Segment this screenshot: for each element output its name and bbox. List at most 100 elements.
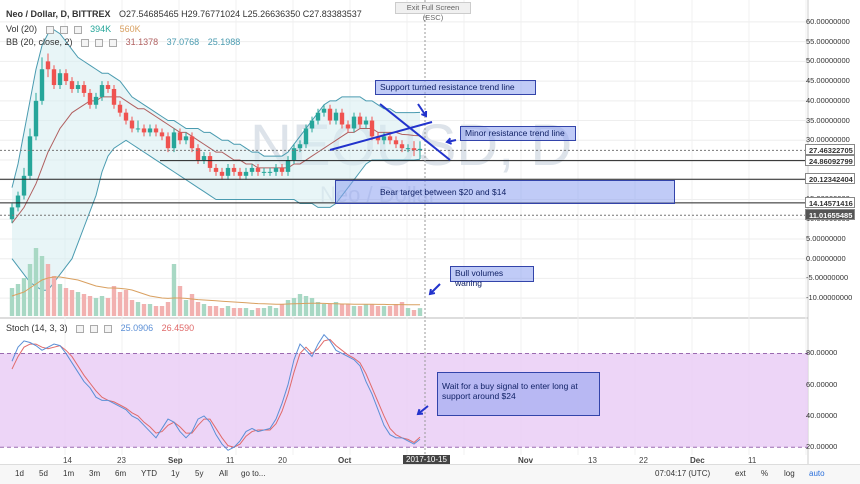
settings-icon[interactable]	[95, 38, 104, 47]
volume-ma-line	[11, 276, 420, 306]
ext-toggle[interactable]: ext	[735, 469, 746, 478]
candle	[183, 132, 189, 145]
volume-bar	[15, 284, 21, 316]
eye-icon[interactable]	[45, 25, 54, 34]
price-tick-label: 55.00000000	[806, 36, 850, 46]
volume-bar	[405, 308, 411, 316]
volume-bar	[21, 278, 27, 316]
close-icon[interactable]	[109, 38, 118, 47]
eye-icon[interactable]	[81, 38, 90, 47]
candle	[69, 77, 75, 93]
range-button-1d[interactable]: 1d	[15, 469, 24, 478]
candle-body	[411, 148, 417, 151]
stoch-legend[interactable]: Stoch (14, 3, 3) 25.0906 26.4590	[6, 323, 200, 333]
annotation-minor-resistance[interactable]: Minor resistance trend line	[460, 126, 576, 141]
candle-body	[351, 116, 357, 129]
annotation-support-resistance[interactable]: Support turned resistance trend line	[375, 80, 536, 95]
range-button-5d[interactable]: 5d	[39, 469, 48, 478]
range-button-ytd[interactable]: YTD	[141, 469, 157, 478]
close-icon[interactable]	[73, 25, 82, 34]
price-tick-label: 45.00000000	[806, 76, 850, 86]
arrow-head	[420, 110, 428, 118]
range-button-all[interactable]: All	[219, 469, 228, 478]
range-button-3m[interactable]: 3m	[89, 469, 101, 478]
candle-body	[93, 96, 99, 105]
candle	[27, 128, 33, 180]
close-icon[interactable]	[104, 324, 113, 333]
annotation-wait-buy[interactable]: Wait for a buy signal to enter long at s…	[437, 372, 600, 416]
volume-bar	[411, 310, 417, 316]
candle	[75, 81, 81, 93]
candle	[45, 53, 51, 78]
volume-bar	[375, 306, 381, 316]
volume-bar	[105, 298, 111, 316]
arrow-left-icon	[445, 137, 457, 145]
candle-body	[99, 85, 105, 97]
bb-legend[interactable]: BB (20, close, 2) 31.1378 37.0768 25.198…	[6, 37, 246, 47]
candle	[21, 167, 27, 200]
candle-body	[357, 116, 363, 125]
time-tick-label: Nov	[518, 456, 534, 465]
candle	[261, 167, 267, 176]
volume-bar	[141, 304, 147, 316]
candle	[87, 88, 93, 109]
volume-bar	[207, 306, 213, 316]
candle-body	[273, 167, 279, 172]
volume-bar	[75, 292, 81, 316]
auto-toggle[interactable]: auto	[809, 469, 825, 478]
candle	[153, 124, 159, 137]
volume-value: 394K	[90, 24, 112, 34]
price-tick-label: 40.00000000	[806, 95, 850, 105]
range-button-1m[interactable]: 1m	[63, 469, 75, 478]
price-level-tag: 20.12342404	[805, 173, 855, 185]
candle-body	[303, 128, 309, 145]
candle	[237, 167, 243, 180]
arrow-down-left-icon	[416, 405, 429, 416]
candle	[63, 69, 69, 86]
candle	[171, 128, 177, 153]
settings-icon[interactable]	[90, 324, 99, 333]
candle-body	[321, 108, 327, 113]
range-button-goto[interactable]: go to...	[241, 469, 266, 478]
volume-legend[interactable]: Vol (20) 394K 560K	[6, 24, 147, 34]
symbol-title[interactable]: Neo / Dollar, D, BITTREX	[6, 9, 111, 19]
candle-body	[33, 100, 39, 137]
range-button-1y[interactable]: 1y	[171, 469, 180, 478]
candle-body	[165, 136, 171, 149]
log-toggle[interactable]: log	[784, 469, 795, 478]
bb-upper-value: 37.0768	[166, 37, 200, 47]
volume-bar	[189, 294, 195, 316]
exit-fullscreen-button[interactable]: Exit Full Screen (ESC)	[395, 2, 471, 22]
candle	[345, 120, 351, 133]
volume-bar	[255, 308, 261, 316]
candle	[267, 167, 273, 176]
volume-bar	[261, 308, 267, 316]
candle-body	[117, 104, 123, 113]
volume-bar	[153, 306, 159, 316]
volume-bar	[225, 306, 231, 316]
range-button-6m[interactable]: 6m	[115, 469, 127, 478]
volume-bar	[135, 302, 141, 316]
volume-bar	[51, 276, 57, 316]
candle-body	[333, 112, 339, 121]
volume-bar	[231, 308, 237, 316]
candle-body	[387, 136, 393, 141]
volume-bar	[327, 304, 333, 316]
candle-body	[51, 69, 57, 86]
bb-upper-line	[11, 29, 421, 188]
stoch-d-line	[11, 338, 421, 448]
candle	[363, 116, 369, 129]
arrow-shaft	[417, 405, 429, 415]
settings-icon[interactable]	[59, 25, 68, 34]
range-button-5y[interactable]: 5y	[195, 469, 204, 478]
volume-bar	[159, 306, 165, 316]
annotation-bull-volumes[interactable]: Bull volumes waning	[450, 266, 534, 288]
candle	[207, 152, 213, 172]
percent-toggle[interactable]: %	[761, 469, 769, 478]
candle-body	[267, 171, 273, 173]
annotation-bear-target[interactable]: Bear target between $20 and $14	[335, 180, 675, 204]
eye-icon[interactable]	[76, 324, 85, 333]
time-tick-label: 11	[748, 456, 757, 465]
resistance-trend-line	[379, 103, 451, 161]
